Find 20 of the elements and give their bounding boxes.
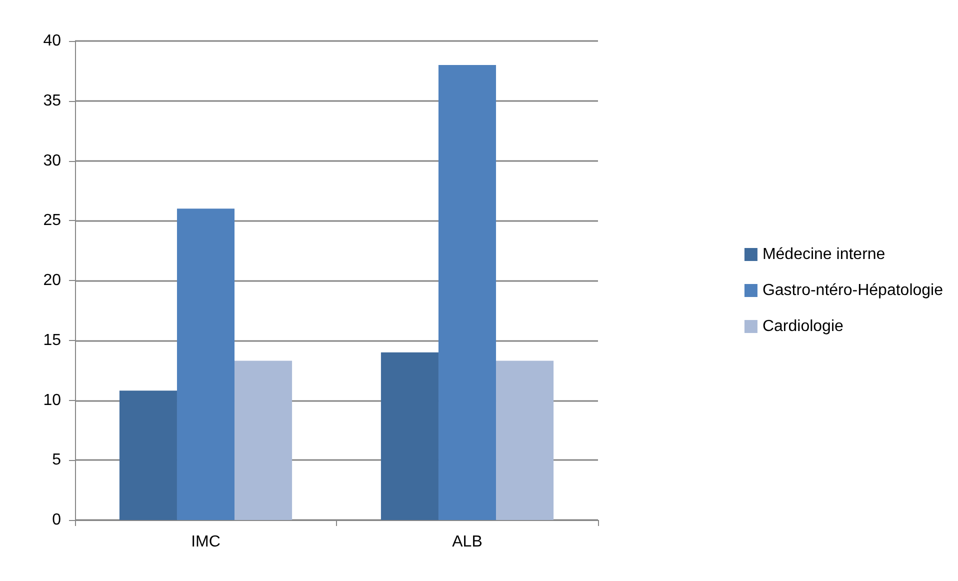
y-tick-label: 5: [52, 452, 62, 469]
bar: [176, 208, 235, 520]
legend-label: Médecine interne: [762, 246, 886, 263]
bar: [119, 390, 177, 520]
bar: [234, 360, 292, 520]
legend-label: Gastro-ntéro-Hépatologie: [762, 282, 944, 299]
y-tick-label: 0: [52, 512, 62, 528]
y-tick-label: 30: [43, 152, 62, 170]
y-tick-label: 20: [43, 272, 62, 289]
bar: [380, 352, 438, 520]
legend-label: Cardiologie: [762, 318, 844, 335]
bar: [438, 64, 496, 520]
y-tick-label: 15: [43, 332, 62, 349]
y-tick-label: 25: [43, 212, 62, 230]
y-tick-label: 40: [43, 32, 62, 50]
y-tick-label: 10: [43, 392, 62, 409]
x-tick-label: ALB: [452, 534, 482, 550]
bar: [496, 360, 554, 520]
x-tick-label: IMC: [191, 534, 220, 550]
y-tick-label: 35: [43, 92, 62, 110]
